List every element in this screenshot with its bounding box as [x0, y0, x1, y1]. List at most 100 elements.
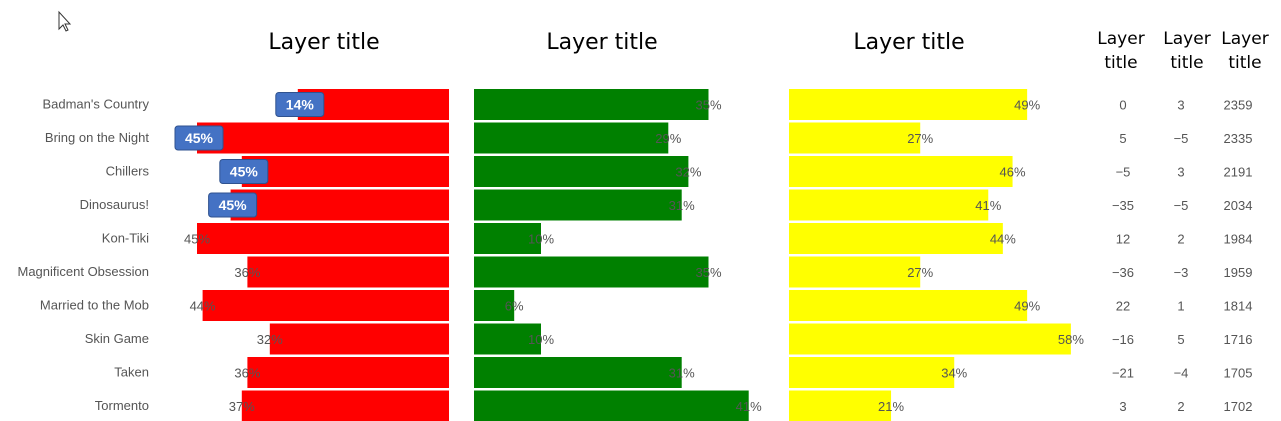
data-label: 44%: [190, 299, 216, 314]
data-label: 21%: [878, 399, 904, 414]
category-label: Skin Game: [85, 331, 149, 346]
callout-box: [219, 159, 269, 184]
bar: [241, 156, 449, 187]
bar: [474, 189, 682, 221]
data-label: 32%: [675, 165, 701, 180]
data-label: 45%: [184, 232, 210, 247]
table-cell: 2034: [1224, 198, 1253, 213]
bar: [474, 122, 669, 154]
callout-box: [208, 192, 258, 218]
category-label: Kon-Tiki: [102, 231, 149, 246]
data-label: 10%: [528, 332, 554, 347]
bar: [789, 390, 892, 421]
table-cell: −36: [1112, 265, 1134, 280]
callout-label: 45%: [219, 197, 248, 213]
bar: [789, 357, 955, 388]
bar: [789, 122, 921, 154]
data-label: 49%: [1014, 299, 1040, 314]
bar: [789, 189, 989, 221]
table-cell: 1: [1177, 299, 1184, 314]
data-label: 58%: [1058, 332, 1084, 347]
table-cell: 3: [1177, 98, 1184, 113]
callout-label: 45%: [230, 164, 259, 180]
category-label: Dinosaurus!: [80, 197, 149, 212]
column-title: title: [1228, 53, 1261, 73]
callout-box: [275, 92, 325, 117]
bar: [230, 189, 449, 221]
column-title: Layer: [1221, 29, 1268, 49]
table-cell: −21: [1112, 366, 1134, 381]
data-label: 32%: [257, 332, 283, 347]
table-cell: −5: [1116, 165, 1131, 180]
bar: [197, 122, 449, 154]
table-cell: 5: [1177, 332, 1184, 347]
category-label: Badman's Country: [42, 97, 149, 112]
data-label: 31%: [669, 366, 695, 381]
bar: [789, 323, 1071, 355]
column-title: Layer: [1097, 29, 1144, 49]
table-cell: 1716: [1224, 332, 1253, 347]
bar: [474, 89, 709, 120]
category-label: Taken: [114, 365, 149, 380]
mouse-pointer-icon: [58, 10, 72, 32]
table-cell: 1702: [1224, 399, 1253, 414]
table-cell: −4: [1174, 366, 1189, 381]
bar: [789, 156, 1013, 187]
bar: [247, 357, 449, 388]
bar: [197, 223, 449, 254]
bar: [789, 290, 1028, 321]
table-cell: 2359: [1224, 98, 1253, 113]
data-label: 27%: [907, 131, 933, 146]
category-label: Tormento: [95, 398, 149, 413]
table-cell: 3: [1119, 399, 1126, 414]
data-label: 29%: [655, 131, 681, 146]
table-cell: 1959: [1224, 265, 1253, 280]
category-label: Chillers: [106, 164, 150, 179]
category-label: Magnificent Obsession: [17, 264, 149, 279]
data-label: 44%: [990, 232, 1016, 247]
bar: [269, 323, 449, 355]
bar: [474, 390, 749, 421]
data-label: 27%: [907, 265, 933, 280]
category-label: Bring on the Night: [45, 130, 149, 145]
bar: [474, 357, 682, 388]
table-cell: 1984: [1224, 232, 1253, 247]
table-cell: 22: [1116, 299, 1130, 314]
table-cell: −16: [1112, 332, 1134, 347]
data-label: 37%: [229, 399, 255, 414]
table-cell: 5: [1119, 131, 1126, 146]
table-cell: 1814: [1224, 299, 1253, 314]
panel-title: Layer title: [268, 30, 379, 55]
table-cell: −3: [1174, 265, 1189, 280]
bar: [202, 290, 449, 321]
data-label: 41%: [736, 399, 762, 414]
panel-title: Layer title: [546, 30, 657, 55]
bar: [789, 223, 1003, 254]
column-title: Layer: [1163, 29, 1210, 49]
bar: [474, 223, 541, 254]
callout-box: [174, 125, 224, 151]
data-label: 49%: [1014, 98, 1040, 113]
data-label: 6%: [505, 299, 524, 314]
data-label: 36%: [234, 265, 260, 280]
column-title: title: [1170, 53, 1203, 73]
data-label: 46%: [1000, 165, 1026, 180]
category-label: Married to the Mob: [40, 298, 149, 313]
panel-title: Layer title: [853, 30, 964, 55]
data-label: 36%: [234, 366, 260, 381]
table-cell: −5: [1174, 198, 1189, 213]
table-cell: −5: [1174, 131, 1189, 146]
data-label: 34%: [941, 366, 967, 381]
bar: [789, 256, 921, 288]
bar: [247, 256, 449, 288]
table-cell: 12: [1116, 232, 1130, 247]
data-label: 35%: [695, 265, 721, 280]
callout-label: 14%: [286, 97, 315, 113]
bar: [474, 290, 515, 321]
column-title: title: [1104, 53, 1137, 73]
table-cell: 2: [1177, 232, 1184, 247]
bar: [474, 256, 709, 288]
table-cell: −35: [1112, 198, 1134, 213]
bar: [241, 390, 449, 421]
